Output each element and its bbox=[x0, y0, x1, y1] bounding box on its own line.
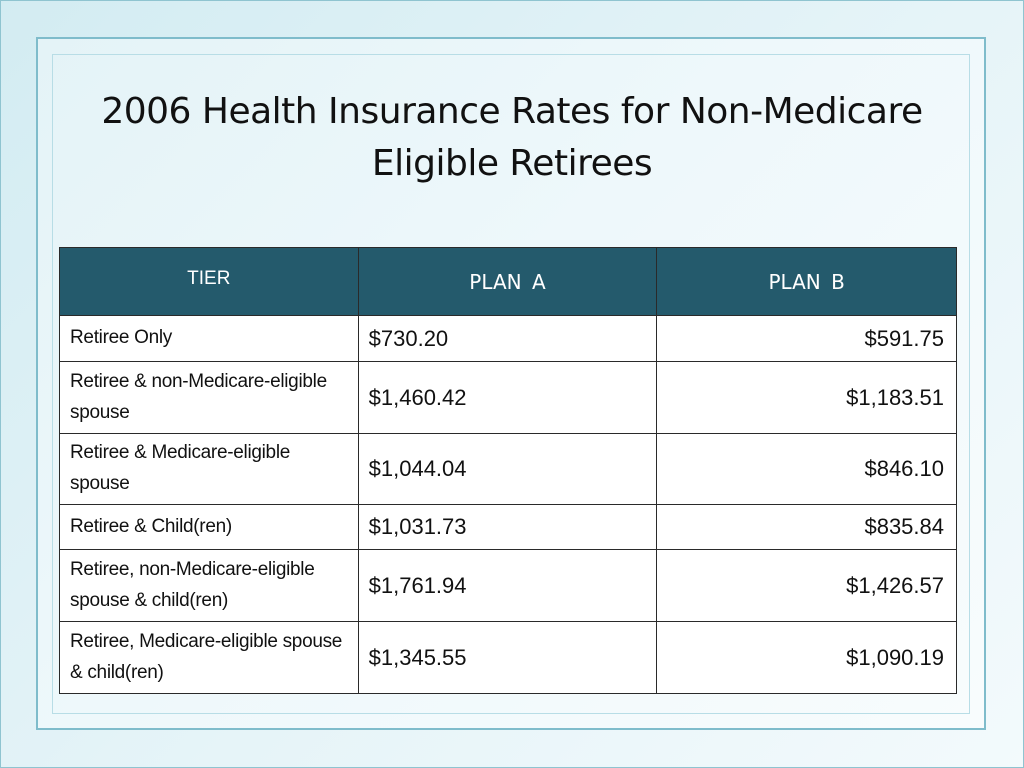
table-row: Retiree, non-Medicare-eligible spouse & … bbox=[59, 549, 957, 622]
plan-a-cell: $730.20 bbox=[357, 315, 658, 362]
tier-cell: Retiree, Medicare-eligible spouse & chil… bbox=[59, 621, 359, 694]
slide-title: 2006 Health Insurance Rates for Non-Medi… bbox=[101, 91, 923, 184]
header-plan-a: PLAN A bbox=[357, 247, 658, 316]
table-row: Retiree, Medicare-eligible spouse & chil… bbox=[59, 621, 957, 694]
plan-a-cell: $1,044.04 bbox=[357, 433, 658, 505]
plan-b-cell: $591.75 bbox=[656, 315, 957, 362]
plan-a-cell: $1,031.73 bbox=[357, 504, 658, 550]
tier-cell: Retiree & Medicare-eligible spouse bbox=[59, 433, 359, 505]
slide-inner-border bbox=[52, 54, 970, 714]
plan-b-cell: $1,183.51 bbox=[656, 361, 957, 434]
plan-a-cell: $1,345.55 bbox=[357, 621, 658, 694]
plan-b-cell: $1,426.57 bbox=[656, 549, 957, 622]
plan-a-cell: $1,460.42 bbox=[357, 361, 658, 434]
tier-cell: Retiree & non-Medicare-eligible spouse bbox=[59, 361, 359, 434]
plan-b-cell: $1,090.19 bbox=[656, 621, 957, 694]
plan-b-cell: $835.84 bbox=[656, 504, 957, 550]
header-tier: TIER bbox=[59, 247, 359, 316]
table-row: Retiree Only $730.20 $591.75 bbox=[59, 315, 957, 362]
rates-table: TIER PLAN A PLAN B Retiree Only $730.20 … bbox=[59, 247, 957, 694]
table-row: Retiree & Medicare-eligible spouse $1,04… bbox=[59, 433, 957, 505]
tier-cell: Retiree, non-Medicare-eligible spouse & … bbox=[59, 549, 359, 622]
header-plan-b: PLAN B bbox=[656, 247, 957, 316]
plan-a-cell: $1,761.94 bbox=[357, 549, 658, 622]
tier-cell: Retiree & Child(ren) bbox=[59, 504, 359, 550]
plan-b-cell: $846.10 bbox=[656, 433, 957, 505]
table-header-row: TIER PLAN A PLAN B bbox=[59, 247, 957, 316]
table-row: Retiree & non-Medicare-eligible spouse $… bbox=[59, 361, 957, 434]
table-row: Retiree & Child(ren) $1,031.73 $835.84 bbox=[59, 504, 957, 550]
tier-cell: Retiree Only bbox=[59, 315, 359, 362]
